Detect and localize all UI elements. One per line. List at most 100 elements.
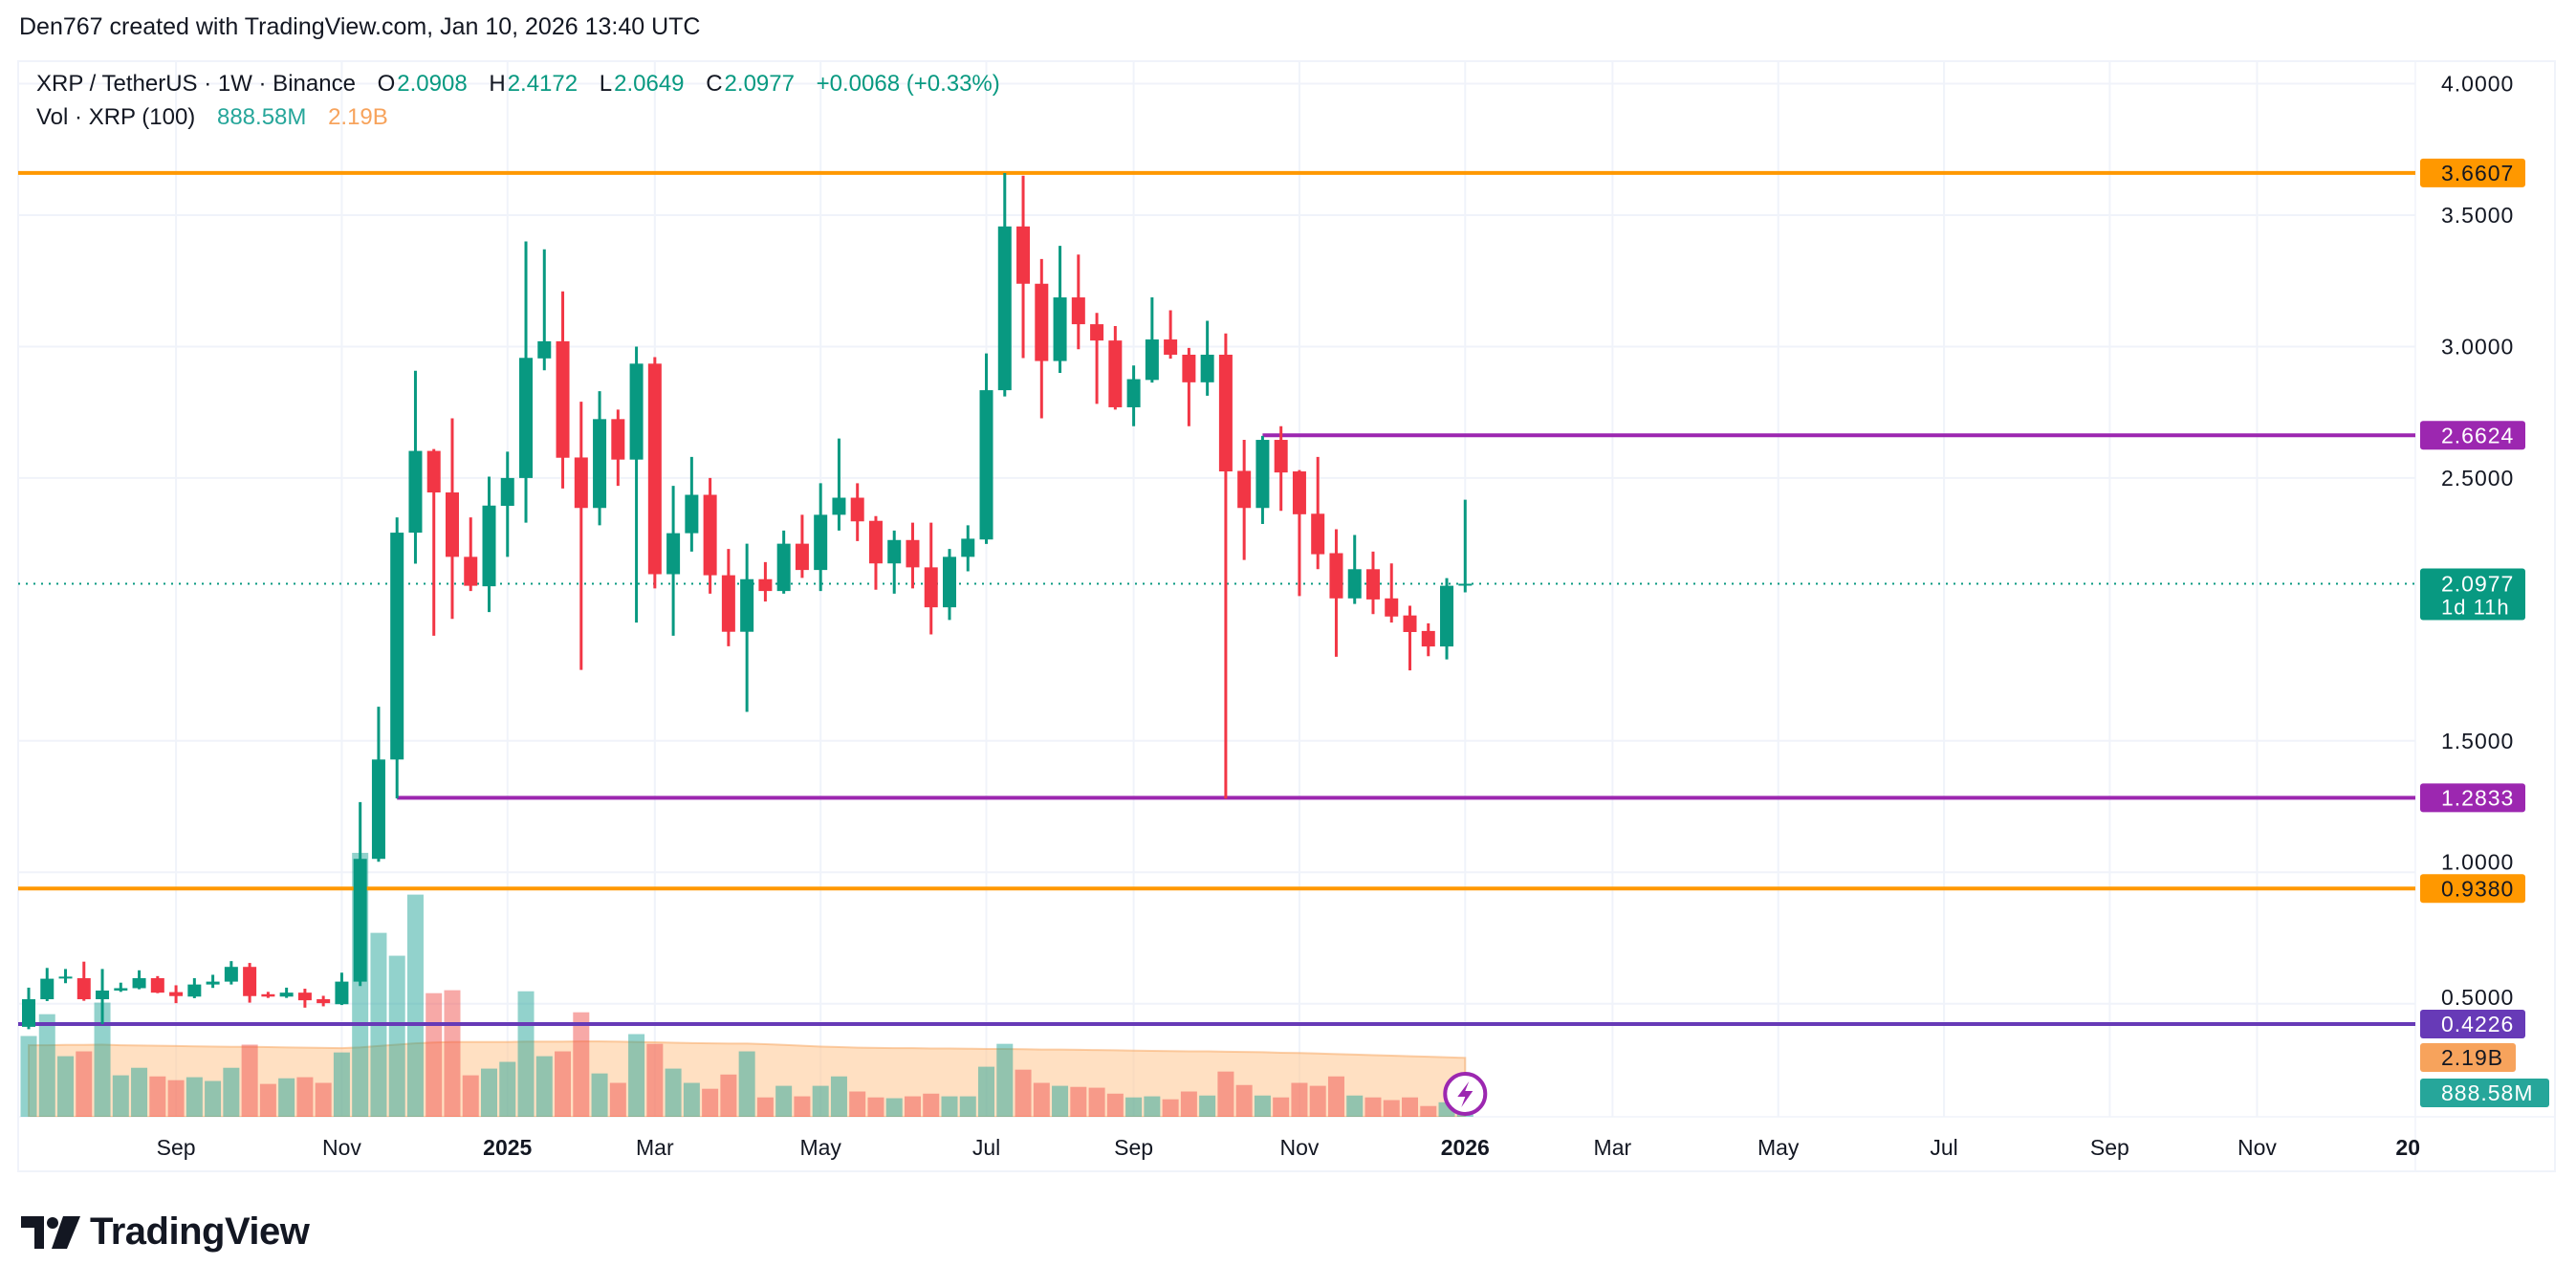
candle-body — [464, 556, 478, 586]
price-tick-label: 1.0000 — [2441, 849, 2514, 874]
volume-bar — [167, 1080, 185, 1117]
level-price-badge — [2420, 421, 2525, 450]
candle-body — [390, 533, 404, 760]
candle-body — [317, 999, 331, 1004]
price-tick-label: 4.0000 — [2441, 72, 2514, 97]
volume-bar — [812, 1085, 829, 1117]
candle-body — [924, 567, 938, 608]
legend-open-label: O — [377, 71, 396, 97]
volume-badge-text: 888.58M — [2441, 1080, 2534, 1105]
volume-bar — [1015, 1069, 1032, 1117]
time-tick-label: 20 — [2395, 1135, 2420, 1160]
last-price-text: 2.0977 — [2441, 571, 2514, 596]
candle-body — [58, 976, 73, 979]
volume-bar — [1291, 1082, 1308, 1117]
volume-bar — [38, 1014, 55, 1117]
lightning-bolt-glyph — [1457, 1081, 1474, 1107]
volume-ma-badge — [2420, 1043, 2516, 1072]
level-price-badge — [2420, 1009, 2525, 1038]
candle-body — [353, 859, 367, 982]
volume-bar — [573, 1012, 590, 1117]
candle-body — [574, 457, 588, 509]
volume-bar — [1254, 1095, 1271, 1117]
volume-badge — [2420, 1079, 2549, 1107]
candle-body — [556, 340, 570, 458]
level-price-badge-text: 0.4226 — [2441, 1012, 2514, 1036]
candle-body — [261, 993, 275, 997]
candle-body — [703, 494, 717, 576]
candle-body — [795, 543, 809, 571]
time-tick-label: Mar — [1594, 1135, 1632, 1160]
legend-symbol[interactable]: XRP / TetherUS · 1W · Binance — [36, 71, 356, 97]
candle-body — [1016, 226, 1031, 284]
candle-body — [1458, 583, 1473, 586]
volume-bar — [315, 1082, 332, 1117]
volume-bar — [794, 1096, 811, 1117]
candle-body — [979, 390, 993, 540]
candle-body — [906, 539, 920, 568]
level-price-badge-text: 2.6624 — [2441, 423, 2514, 447]
time-tick-label: May — [799, 1135, 841, 1160]
candle-body — [1329, 553, 1343, 599]
volume-bar — [499, 1061, 516, 1117]
candle-body — [187, 984, 202, 997]
volume-bar — [849, 1091, 866, 1117]
candle-body — [943, 556, 956, 608]
volume-bar — [131, 1067, 148, 1117]
price-tick-label: 3.0000 — [2441, 334, 2514, 359]
volume-bar — [1144, 1096, 1161, 1117]
volume-bar — [941, 1096, 958, 1117]
volume-bar — [591, 1073, 608, 1117]
tradingview-logo-text: TradingView — [90, 1211, 310, 1253]
volume-bar — [1217, 1071, 1234, 1117]
tradingview-logo-icon — [21, 1215, 80, 1249]
volume-bar — [1125, 1097, 1143, 1117]
time-tick-label: 2025 — [483, 1135, 532, 1160]
candle-body — [685, 494, 699, 534]
candle-body — [500, 477, 514, 507]
candle-body — [1365, 569, 1380, 600]
volume-bar — [867, 1097, 884, 1117]
legend-high-label: H — [489, 71, 506, 97]
volume-bar — [1106, 1093, 1124, 1117]
volume-bar — [296, 1077, 314, 1117]
volume-bar — [535, 1056, 553, 1117]
last-price-badge — [2420, 568, 2525, 621]
candle-body — [1108, 340, 1123, 407]
volume-bar — [259, 1083, 276, 1117]
legend-high-value: 2.4172 — [507, 71, 579, 97]
volume-bar — [94, 1002, 111, 1117]
candle-body — [297, 993, 312, 1001]
volume-bar — [1235, 1084, 1253, 1117]
candle-body — [1237, 470, 1252, 509]
volume-bar — [702, 1088, 719, 1117]
plot-area[interactable] — [18, 170, 2415, 1117]
volume-bar — [1180, 1091, 1197, 1117]
volume-bar — [149, 1076, 166, 1117]
candle-body — [243, 967, 257, 996]
candle-body — [279, 993, 294, 997]
price-tick-label: 3.5000 — [2441, 203, 2514, 228]
candle-body — [96, 990, 110, 1000]
tradingview-logo[interactable]: TradingView — [21, 1211, 310, 1254]
legend-open-value: 2.0908 — [397, 71, 468, 97]
candle-body — [1255, 440, 1270, 509]
bar-countdown-text: 1d 11h — [2441, 595, 2510, 619]
candle-body — [647, 363, 662, 575]
legend-volume-label[interactable]: Vol · XRP (100) — [36, 104, 196, 130]
volume-bar — [628, 1034, 645, 1117]
candle-body — [776, 543, 791, 592]
candle-body — [961, 538, 975, 557]
volume-bar — [959, 1096, 976, 1117]
volume-bar — [830, 1076, 847, 1117]
volume-bar — [1033, 1082, 1050, 1117]
candle-body — [482, 505, 496, 587]
candle-body — [1347, 569, 1362, 599]
candle-body — [832, 497, 846, 515]
level-price-badge-text: 1.2833 — [2441, 785, 2514, 810]
candle-body — [997, 226, 1012, 391]
volume-bar — [1402, 1097, 1418, 1117]
volume-bar — [1309, 1085, 1326, 1117]
candle-body — [408, 450, 423, 534]
